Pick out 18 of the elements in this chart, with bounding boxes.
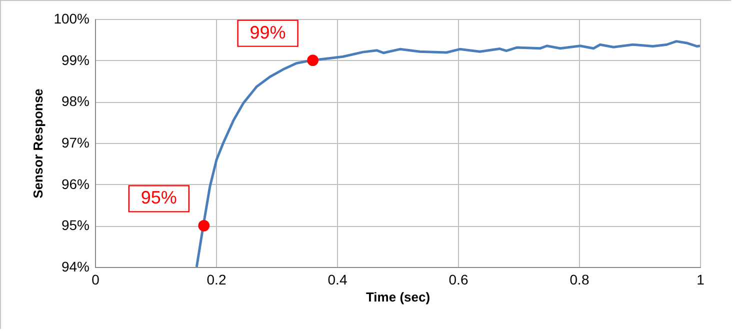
y-tick-label: 98% [61, 93, 90, 110]
y-tick-label: 99% [61, 52, 90, 68]
annotation: 95% [140, 188, 177, 208]
y-axis-title: Sensor Response [30, 88, 46, 198]
y-tick-label: 100% [54, 10, 90, 26]
x-tick-label: 0.6 [448, 272, 468, 288]
y-tick-label: 97% [61, 134, 90, 150]
x-tick-label: 0.8 [570, 272, 590, 288]
x-tick-label: 0.2 [206, 272, 226, 288]
x-axis-title: Time (sec) [366, 290, 430, 304]
x-tick-label: 0 [92, 272, 100, 288]
y-tick-label: 96% [61, 176, 90, 192]
annotation: 99% [250, 22, 286, 42]
x-tick-label: 1 [696, 272, 705, 288]
y-tick-label: 95% [61, 217, 90, 234]
y-tick-label: 94% [61, 258, 90, 274]
x-tick-label: 0.4 [328, 272, 348, 288]
line-series [195, 40, 702, 268]
